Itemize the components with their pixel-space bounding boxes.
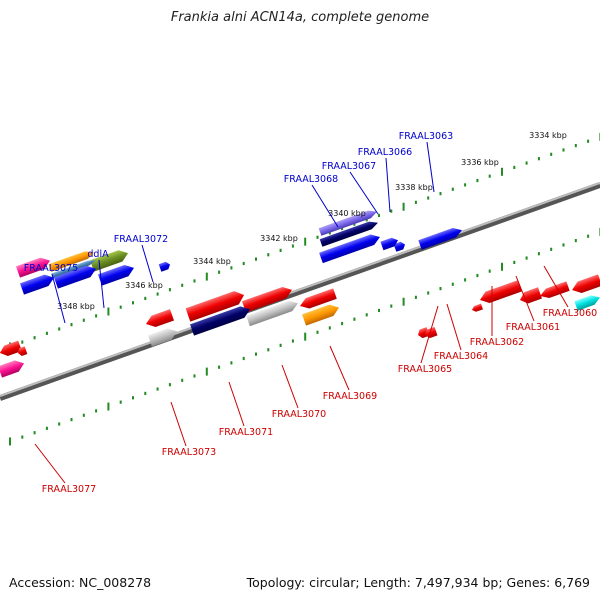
- gene-label-forward: FRAAL3067: [322, 161, 376, 172]
- gene-label-forward: FRAAL3072: [114, 234, 168, 245]
- gene-label-forward: FRAAL3068: [284, 174, 338, 185]
- gene-block: [242, 286, 292, 313]
- gene-block: [0, 360, 25, 378]
- gene-label-reverse: FRAAL3073: [162, 447, 216, 458]
- gene-block: [380, 237, 398, 251]
- gene-block: [540, 281, 570, 299]
- gene-block: [479, 280, 523, 303]
- gene-label-forward: ddlA: [87, 249, 109, 260]
- callout-line: [281, 364, 299, 409]
- gene-block: [418, 228, 462, 250]
- gene-block: [18, 346, 28, 356]
- gene-label-forward: FRAAL3075: [24, 263, 78, 274]
- callout-line: [420, 305, 439, 364]
- gene-block: [97, 264, 135, 286]
- gene-block: [302, 304, 340, 326]
- gene-block: [425, 326, 438, 339]
- scale-label: 3348 kbp: [57, 302, 95, 311]
- genome-backbone: [0, 182, 600, 401]
- callout-line: [385, 157, 391, 213]
- callout-line: [543, 265, 569, 308]
- gene-block: [319, 221, 378, 247]
- gene-block: [300, 288, 337, 309]
- callout-line: [329, 345, 350, 391]
- gene-label-reverse: FRAAL3077: [42, 484, 96, 495]
- gene-block: [48, 251, 95, 272]
- callout-line: [446, 303, 462, 351]
- gene-block: [319, 234, 380, 264]
- scale-label: 3346 kbp: [125, 281, 163, 290]
- callout-line: [311, 184, 339, 228]
- scale-label: 3344 kbp: [193, 257, 231, 266]
- callout-line: [51, 273, 66, 324]
- scale-label: 3336 kbp: [461, 158, 499, 167]
- gene-label-forward: FRAAL3066: [358, 147, 412, 158]
- upper-tick-track: [9, 132, 600, 351]
- gene-label-reverse: FRAAL3071: [219, 427, 273, 438]
- gene-block: [318, 210, 378, 236]
- gene-label-reverse: FRAAL3060: [543, 308, 597, 319]
- callout-line: [98, 259, 105, 309]
- scale-label: 3334 kbp: [529, 131, 567, 140]
- topology-label: Topology: circular; Length: 7,497,934 bp…: [246, 575, 590, 590]
- callout-line: [141, 244, 154, 283]
- gene-block: [185, 291, 245, 322]
- genome-title: Frankia alni ACN14a, complete genome: [170, 10, 430, 25]
- scale-label: 3342 kbp: [260, 234, 298, 243]
- gene-label-reverse: FRAAL3064: [434, 351, 488, 362]
- gene-label-reverse: FRAAL3061: [506, 322, 560, 333]
- callout-line: [426, 141, 435, 193]
- gene-label-forward: FRAAL3063: [399, 131, 453, 142]
- gene-label-reverse: FRAAL3065: [398, 364, 452, 375]
- gene-block: [145, 309, 174, 328]
- accession-label: Accession: NC_008278: [9, 575, 152, 590]
- gene-block: [246, 300, 298, 327]
- gene-block: [574, 295, 600, 311]
- gene-label-reverse: FRAAL3062: [470, 337, 524, 348]
- callout-line: [34, 443, 66, 484]
- tick-tracks: [9, 132, 600, 446]
- gene-block: [0, 340, 22, 357]
- gene-label-reverse: FRAAL3070: [272, 409, 326, 420]
- lower-tick-track: [9, 227, 600, 446]
- gene-track: [0, 210, 600, 378]
- gene-block: [53, 265, 97, 289]
- gene-block: [15, 257, 51, 278]
- gene-label-reverse: FRAAL3069: [323, 391, 377, 402]
- gene-block: [190, 306, 250, 336]
- gene-block: [572, 274, 600, 293]
- callout-line: [349, 171, 379, 215]
- gene-callouts: 3334 kbp 3336 kbp 3338 kbp 3340 kbp 3342 kbp…: [24, 131, 597, 495]
- callout-line: [515, 275, 535, 322]
- gene-block: [19, 274, 55, 295]
- gene-block: [471, 303, 483, 312]
- gene-block: [158, 261, 171, 272]
- gene-block: [393, 241, 405, 252]
- callout-line: [170, 401, 187, 447]
- callout-line: [228, 381, 245, 427]
- gene-block: [51, 260, 96, 279]
- scale-label: 3338 kbp: [395, 183, 433, 192]
- gene-block: [147, 328, 178, 347]
- scale-label: 3340 kbp: [328, 209, 366, 218]
